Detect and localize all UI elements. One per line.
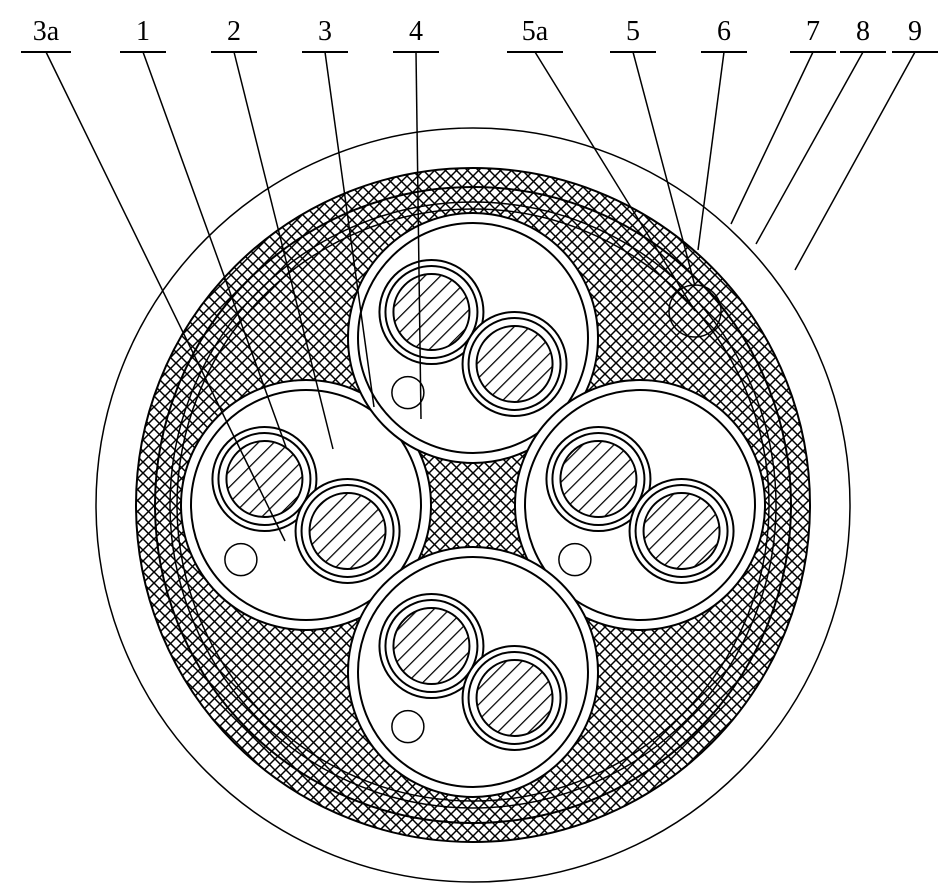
drain-wire (559, 544, 591, 576)
label-text-6: 6 (717, 16, 731, 47)
label-text-3: 3 (318, 16, 332, 47)
conductor (560, 441, 636, 517)
drain-wire (225, 544, 257, 576)
label-text-5a: 5a (522, 16, 549, 47)
conductor (644, 493, 720, 569)
label-text-3a: 3a (33, 16, 60, 47)
drain-wire (392, 711, 424, 743)
label-text-1: 1 (136, 16, 150, 47)
drain-wire (392, 377, 424, 409)
leader-line (756, 52, 863, 244)
conductor (226, 441, 302, 517)
cable-cross-section (96, 128, 850, 882)
leader-line (731, 52, 813, 224)
conductor (393, 608, 469, 684)
conductor (310, 493, 386, 569)
leader-line (795, 52, 915, 270)
label-text-9: 9 (908, 16, 922, 47)
label-text-4: 4 (409, 16, 423, 47)
label-text-2: 2 (227, 16, 241, 47)
label-text-8: 8 (856, 16, 870, 47)
pair-3 (348, 547, 598, 797)
conductor (477, 326, 553, 402)
label-text-7: 7 (806, 16, 820, 47)
label-text-5: 5 (626, 16, 640, 47)
conductor (477, 660, 553, 736)
conductor (393, 274, 469, 350)
